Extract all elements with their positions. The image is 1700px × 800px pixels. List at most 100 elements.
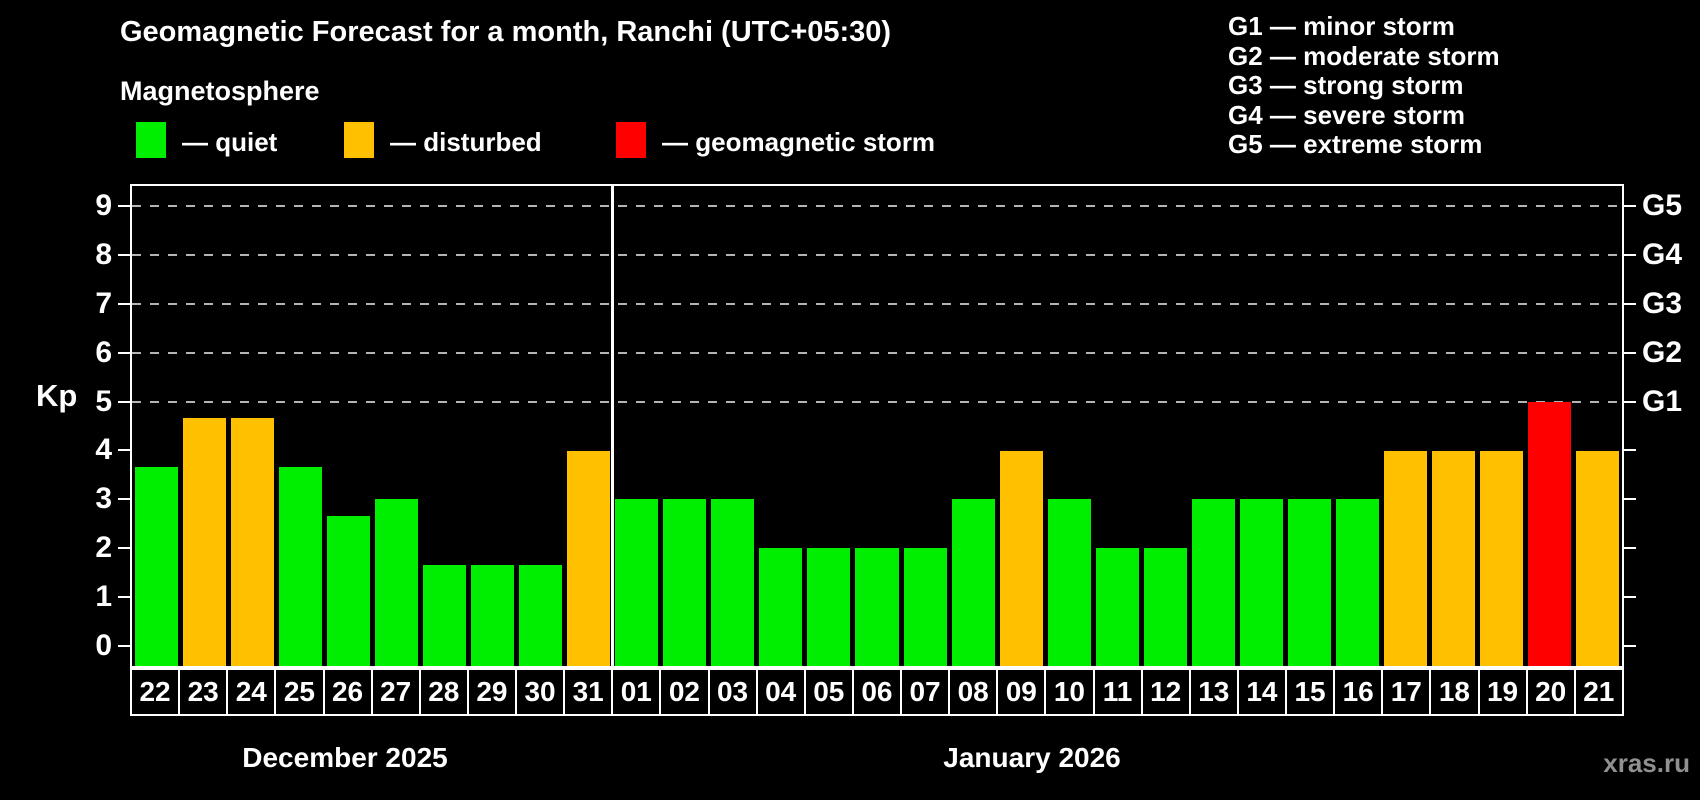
kp-bar-day-13 [1191,499,1235,666]
day-axis: 22 23 24 25 26 27 28 29 30 31 01 02 03 04 05 06 07 08 09 10… [130,668,1624,716]
kp-bar-day-17 [1384,450,1428,666]
kp-bar-day-19 [1480,450,1524,666]
day-label: 09 [996,668,1047,716]
kp-bar-day-14 [1239,499,1284,666]
day-label: 24 [226,668,277,716]
kp-bar-day-27 [374,499,418,666]
day-label: 11 [1092,668,1143,716]
kp-bar-day-11 [1095,548,1139,666]
kp-bar-day-20 [1528,401,1572,666]
day-label: 05 [803,668,854,716]
day-label: 26 [322,668,373,716]
y-tick-label: 9 [95,188,112,222]
day-label: 13 [1188,668,1239,716]
legend-label-storm: — geomagnetic storm [662,127,936,157]
y-tick-left [118,645,130,648]
y-tick-right [1624,351,1636,354]
kp-bar-day-05 [807,548,851,666]
kp-bar-day-07 [903,548,947,666]
y-tick-left [118,547,130,550]
kp-bar-day-22 [134,466,178,666]
legend-swatch-disturbed [344,122,374,158]
kp-bar-day-15 [1288,499,1332,666]
kp-bar-day-04 [759,548,803,666]
y-tick-label: 0 [95,629,112,663]
month-label-december: December 2025 [242,742,448,773]
storm-scale-legend: G1 — minor storm G2 — moderate storm G3 — … [1228,11,1500,160]
day-label: 28 [418,668,469,716]
kp-bar-day-26 [326,515,370,666]
kp-bar-day-12 [1143,548,1187,666]
legend-label-quiet: — quiet [182,127,278,157]
kp-bar-day-24 [230,417,274,666]
kp-bar-day-09 [999,450,1043,666]
day-label: 03 [707,668,758,716]
kp-bar-day-28 [422,564,466,666]
y-tick-right [1624,645,1636,648]
legend-swatch-storm [616,122,646,158]
kp-bar-day-31 [567,450,611,666]
y-tick-left [118,400,130,403]
gridline-kp8 [132,253,1622,256]
gridline-kp6 [132,351,1622,354]
day-label: 17 [1381,668,1432,716]
storm-scale-item: G5 — extreme storm [1228,129,1483,159]
day-label: 14 [1236,668,1287,716]
day-label: 01 [611,668,662,716]
y-tick-right [1624,596,1636,599]
gridline-kp9 [132,204,1622,207]
storm-scale-item: G4 — severe storm [1228,99,1466,130]
g-level-label-g4: G4 [1642,237,1683,271]
y-tick-right [1624,449,1636,452]
day-label: 30 [515,668,566,716]
storm-scale-item: G2 — moderate storm [1228,40,1500,71]
y-tick-label: 4 [95,433,112,467]
chart-subtitle: Magnetosphere [120,76,320,106]
kp-bar-day-02 [663,499,707,666]
g-level-label-g3: G3 [1642,286,1683,320]
day-label: 25 [274,668,325,716]
day-label: 22 [130,668,181,716]
y-tick-right [1624,204,1636,207]
kp-bar-day-08 [951,499,995,666]
y-axis-label: Kp [36,378,78,413]
chart-title: Geomagnetic Forecast for a month, Ranchi… [120,16,892,48]
y-tick-left [118,253,130,256]
day-label: 21 [1573,668,1624,716]
kp-bar-day-30 [519,564,563,666]
day-label: 18 [1429,668,1480,716]
day-label: 07 [900,668,951,716]
day-label: 27 [370,668,421,716]
g-level-label-g2: G2 [1642,335,1683,369]
gridline-kp7 [132,302,1622,305]
y-tick-right [1624,253,1636,256]
kp-bar-day-16 [1336,499,1380,666]
legend-label-disturbed: — disturbed [390,127,542,157]
g-level-label-g5: G5 [1642,188,1683,222]
day-label: 29 [466,668,517,716]
kp-bar-day-29 [470,564,514,666]
day-label: 20 [1525,668,1576,716]
month-label-january: January 2026 [943,742,1121,773]
y-tick-right [1624,547,1636,550]
day-label: 16 [1333,668,1384,716]
kp-bar-day-21 [1576,450,1620,666]
day-label: 02 [659,668,710,716]
kp-bar-day-25 [278,466,322,666]
watermark: xras.ru [1603,748,1690,778]
y-tick-label: 2 [95,531,112,565]
gridline-kp5 [132,400,1622,403]
legend-swatch-quiet [136,122,166,158]
y-tick-right [1624,400,1636,403]
y-tick-left [118,498,130,501]
g-level-label-g1: G1 [1642,384,1683,418]
y-tick-left [118,302,130,305]
y-tick-left [118,449,130,452]
y-tick-label: 5 [95,384,112,418]
day-label: 19 [1477,668,1528,716]
y-tick-label: 7 [95,286,112,320]
storm-scale-item: G3 — strong storm [1228,70,1464,100]
y-tick-right [1624,498,1636,501]
day-label: 23 [178,668,229,716]
